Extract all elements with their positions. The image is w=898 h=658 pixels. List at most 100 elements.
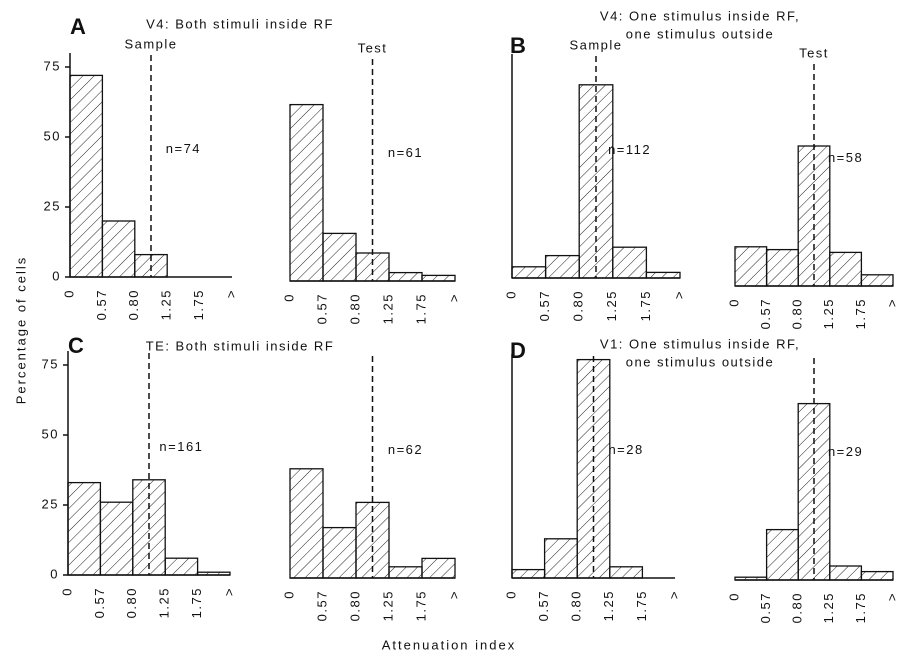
bar: [289, 103, 324, 282]
panel-letter: D: [510, 338, 526, 363]
x-tick-label: 0: [726, 298, 741, 307]
x-tick-label: 0: [61, 289, 76, 298]
panel-letter: A: [70, 14, 86, 39]
bar: [543, 538, 578, 579]
bar: [544, 254, 580, 279]
criterion-label: Sample: [124, 36, 177, 51]
bar: [734, 576, 768, 581]
x-tick-label: 0.80: [347, 293, 362, 324]
bar: [860, 570, 894, 581]
panel-letter: B: [510, 33, 526, 58]
x-tick-label: 1.75: [638, 290, 653, 321]
criterion-label: Test: [358, 40, 388, 55]
x-tick-label: 0: [59, 587, 74, 596]
bar: [765, 528, 799, 581]
panel-title: V1: One stimulus inside RF,: [600, 336, 800, 351]
y-axis-title: Percentage of cells: [13, 256, 28, 405]
panel-title: one stimulus outside: [626, 26, 775, 41]
sample-size: n=29: [828, 444, 863, 459]
bar: [101, 220, 136, 278]
panel-letter: C: [68, 333, 84, 358]
x-tick-label: 0.57: [314, 590, 329, 621]
panel-title: V4: One stimulus inside RF,: [600, 8, 800, 23]
bar: [829, 565, 863, 581]
x-tick-label: 0.80: [569, 590, 584, 621]
x-tick-label: 0.57: [92, 587, 107, 618]
x-tick-label: >: [221, 587, 236, 596]
x-tick-label: >: [666, 590, 681, 599]
x-tick-label: >: [446, 293, 461, 302]
bar: [609, 566, 644, 579]
x-tick-label: 1.75: [413, 293, 428, 324]
criterion-label: Sample: [569, 37, 622, 52]
y-tick-label: 0: [50, 566, 59, 581]
x-tick-label: 1.25: [159, 289, 174, 320]
x-tick-label: 0.80: [124, 587, 139, 618]
x-tick-label: 1.75: [853, 298, 868, 329]
x-tick-label: >: [884, 298, 898, 307]
bar: [421, 557, 456, 579]
bar: [289, 468, 324, 579]
x-tick-label: 0.80: [126, 289, 141, 320]
bar: [196, 571, 231, 576]
x-tick-label: 0.80: [790, 298, 805, 329]
x-tick-label: 1.25: [380, 590, 395, 621]
bar: [99, 501, 134, 576]
x-tick-label: 0.57: [537, 290, 552, 321]
bar: [388, 566, 423, 579]
bar: [322, 232, 357, 282]
y-tick-label: 75: [44, 58, 61, 73]
x-tick-label: 1.25: [380, 293, 395, 324]
x-tick-label: 0.57: [758, 592, 773, 623]
bar: [322, 526, 357, 579]
x-tick-label: 1.75: [413, 590, 428, 621]
x-tick-label: 1.75: [634, 590, 649, 621]
sample-size: n=74: [166, 141, 201, 156]
x-tick-label: 1.25: [604, 290, 619, 321]
criterion-label: Test: [799, 45, 829, 60]
bar: [511, 266, 547, 279]
x-tick-label: 0.80: [571, 290, 586, 321]
x-tick-label: 0: [281, 590, 296, 599]
bar: [645, 271, 681, 279]
x-axis-title: Attenuation index: [382, 637, 516, 652]
sample-size: n=62: [388, 442, 423, 457]
panel-title: TE: Both stimuli inside RF: [146, 338, 335, 353]
x-tick-label: 1.75: [853, 592, 868, 623]
x-tick-label: 0: [281, 293, 296, 302]
sample-size: n=28: [608, 442, 643, 457]
bar: [511, 568, 546, 579]
y-tick-label: 25: [44, 198, 61, 213]
bar: [860, 274, 894, 287]
x-tick-label: 1.25: [601, 590, 616, 621]
x-tick-label: 0.57: [94, 289, 109, 320]
bar: [421, 274, 456, 282]
sample-size: n=161: [159, 439, 203, 454]
x-tick-label: 0.57: [314, 293, 329, 324]
bar: [67, 481, 102, 576]
y-tick-label: 0: [52, 268, 61, 283]
bar: [388, 271, 423, 282]
panel-title: one stimulus outside: [626, 354, 775, 369]
x-tick-label: 1.25: [157, 587, 172, 618]
bar: [829, 251, 863, 287]
bar: [765, 248, 799, 287]
x-tick-label: 0: [503, 590, 518, 599]
y-tick-label: 75: [42, 356, 59, 371]
x-tick-label: 1.25: [821, 592, 836, 623]
x-tick-label: >: [671, 290, 686, 299]
x-tick-label: >: [884, 592, 898, 601]
sample-size: n=61: [388, 145, 423, 160]
x-tick-label: >: [223, 289, 238, 298]
x-tick-label: 0.57: [758, 298, 773, 329]
x-tick-label: 0: [503, 290, 518, 299]
x-tick-label: >: [446, 590, 461, 599]
x-tick-label: 0.80: [347, 590, 362, 621]
x-tick-label: 0: [726, 592, 741, 601]
x-tick-label: 0.80: [790, 592, 805, 623]
x-tick-label: 1.75: [191, 289, 206, 320]
x-tick-label: 1.75: [189, 587, 204, 618]
sample-size: n=58: [828, 150, 863, 165]
bar: [612, 246, 648, 279]
